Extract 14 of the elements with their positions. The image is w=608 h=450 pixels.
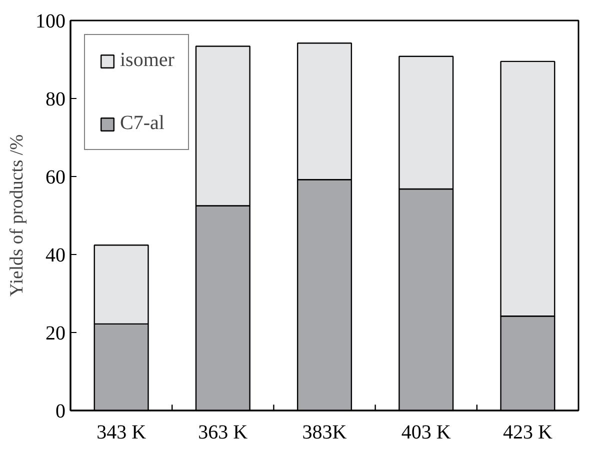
x-tick-label: 403 K — [401, 422, 452, 444]
x-tick-label: 363 K — [198, 422, 248, 444]
y-tick-label: 20 — [46, 322, 66, 344]
y-tick-label: 60 — [46, 166, 66, 188]
x-tick-label: 383K — [302, 422, 348, 444]
y-tick-label: 40 — [46, 244, 66, 266]
y-tick-label: 80 — [46, 88, 66, 110]
y-tick-label: 0 — [56, 400, 66, 422]
y-axis-title: Yields of products /% — [6, 134, 28, 297]
legend-label: C7-al — [120, 112, 164, 135]
legend-label: isomer — [120, 49, 174, 72]
x-tick-label: 343 K — [96, 422, 147, 444]
x-tick-label: 423 K — [502, 422, 553, 444]
y-tick-label: 100 — [36, 10, 66, 32]
